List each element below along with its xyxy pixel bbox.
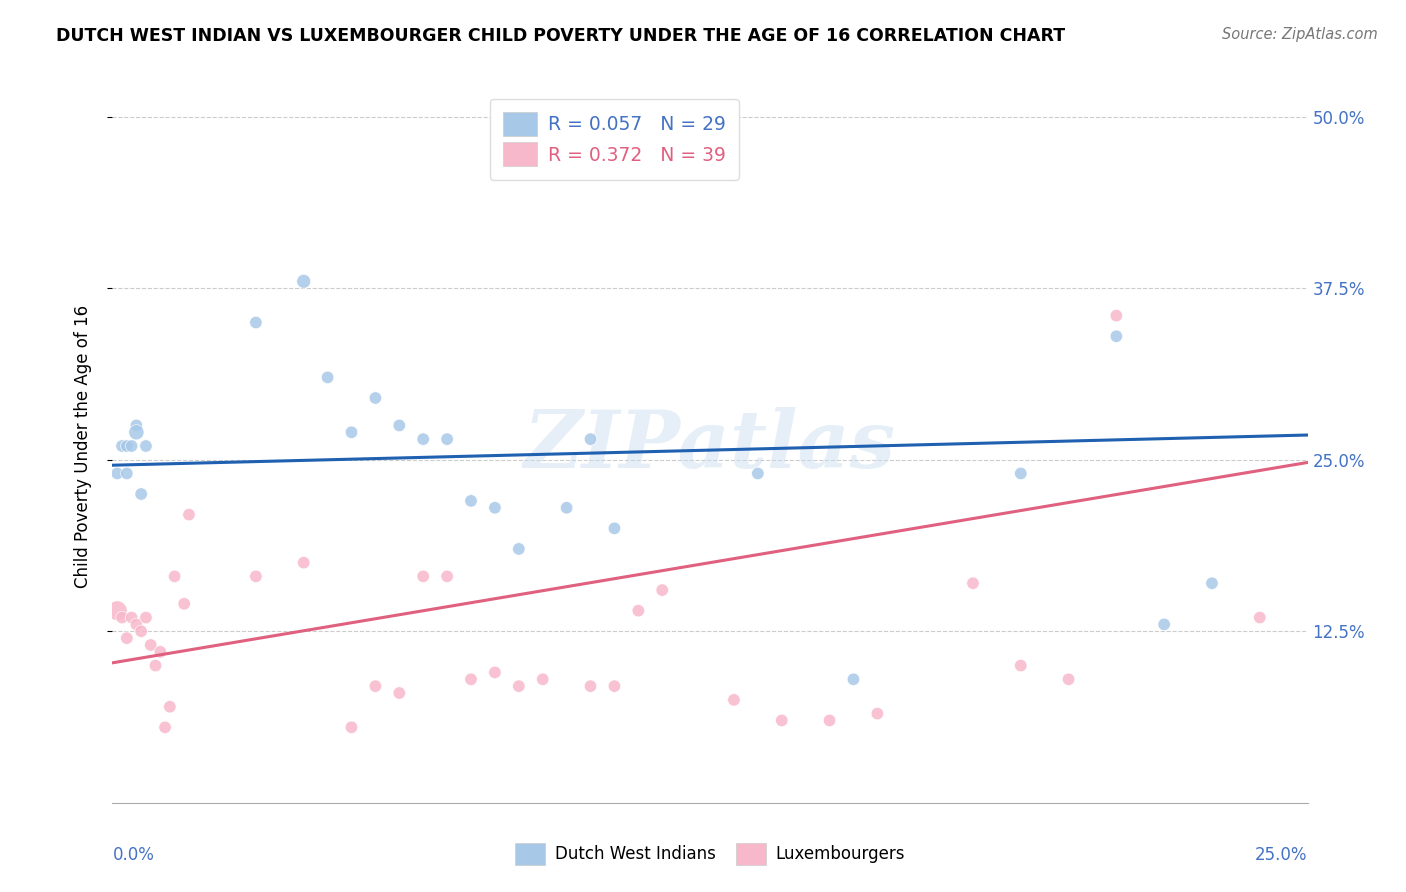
Point [747, 467, 769, 481]
Point [412, 432, 434, 446]
Point [292, 556, 315, 570]
Point [579, 432, 602, 446]
Point [603, 679, 626, 693]
Text: 25.0%: 25.0% [1256, 846, 1308, 863]
Point [145, 658, 167, 673]
Point [1249, 610, 1271, 624]
Point [115, 439, 138, 453]
Point [153, 720, 176, 734]
Point [627, 604, 650, 618]
Text: ZIPatlas: ZIPatlas [524, 408, 896, 484]
Point [866, 706, 889, 721]
Point [105, 604, 128, 618]
Point [125, 425, 148, 440]
Point [460, 673, 482, 687]
Point [1201, 576, 1223, 591]
Point [508, 541, 530, 556]
Point [316, 370, 339, 384]
Y-axis label: Child Poverty Under the Age of 16: Child Poverty Under the Age of 16 [73, 304, 91, 588]
Point [111, 610, 134, 624]
Text: Source: ZipAtlas.com: Source: ZipAtlas.com [1222, 27, 1378, 42]
Point [818, 714, 841, 728]
Point [139, 638, 162, 652]
Point [460, 494, 482, 508]
Point [245, 316, 267, 330]
Point [1057, 673, 1080, 687]
Point [723, 693, 745, 707]
Point [245, 569, 267, 583]
Point [125, 418, 148, 433]
Point [412, 569, 434, 583]
Point [436, 569, 458, 583]
Point [1105, 329, 1128, 343]
Point [770, 714, 793, 728]
Point [135, 439, 157, 453]
Point [484, 665, 506, 680]
Point [173, 597, 195, 611]
Point [962, 576, 984, 591]
Point [177, 508, 200, 522]
Point [651, 583, 673, 598]
Point [121, 610, 143, 624]
Point [115, 467, 138, 481]
Point [364, 679, 387, 693]
Point [111, 439, 134, 453]
Point [388, 686, 411, 700]
Point [579, 679, 602, 693]
Text: DUTCH WEST INDIAN VS LUXEMBOURGER CHILD POVERTY UNDER THE AGE OF 16 CORRELATION : DUTCH WEST INDIAN VS LUXEMBOURGER CHILD … [56, 27, 1066, 45]
Point [105, 467, 128, 481]
Point [508, 679, 530, 693]
Point [603, 521, 626, 535]
Point [436, 432, 458, 446]
Point [1153, 617, 1175, 632]
Text: 0.0%: 0.0% [112, 846, 155, 863]
Point [163, 569, 186, 583]
Point [340, 425, 363, 440]
Legend: Dutch West Indians, Luxembourgers: Dutch West Indians, Luxembourgers [506, 835, 914, 873]
Point [149, 645, 172, 659]
Point [484, 500, 506, 515]
Point [531, 673, 554, 687]
Point [121, 439, 143, 453]
Point [364, 391, 387, 405]
Point [115, 631, 138, 645]
Point [842, 673, 865, 687]
Point [292, 274, 315, 288]
Point [135, 610, 157, 624]
Point [555, 500, 578, 515]
Point [159, 699, 181, 714]
Point [125, 617, 148, 632]
Point [340, 720, 363, 734]
Point [129, 624, 152, 639]
Point [1105, 309, 1128, 323]
Point [1010, 467, 1032, 481]
Point [129, 487, 152, 501]
Point [1010, 658, 1032, 673]
Point [388, 418, 411, 433]
